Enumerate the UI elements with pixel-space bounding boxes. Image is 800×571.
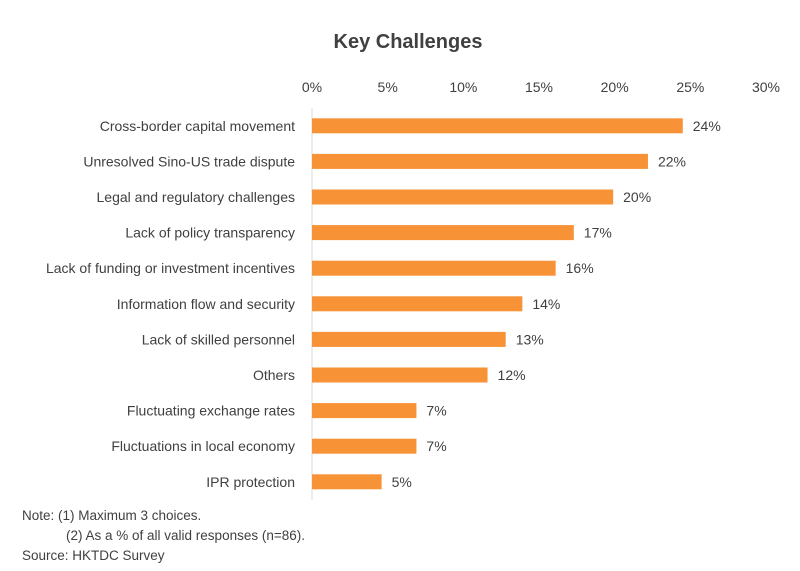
category-label: Fluctuating exchange rates: [127, 403, 295, 419]
bar-chart: Key Challenges 0% 5% 10% 15% 20% 25% 30% Cross…: [46, 31, 780, 500]
category-label: Unresolved Sino-US trade dispute: [83, 153, 295, 169]
data-label: 12%: [498, 367, 526, 383]
x-axis: 0% 5% 10% 15% 20% 25% 30%: [302, 79, 780, 95]
chart-notes: Note: (1) Maximum 3 choices. (2) As a % …: [22, 506, 305, 566]
x-tick-label: 20%: [601, 79, 629, 95]
x-tick-label: 15%: [525, 79, 553, 95]
category-label: Others: [253, 367, 295, 383]
bar: [312, 403, 417, 419]
category-label: Lack of policy transparency: [125, 225, 295, 241]
note-line-1: Note: (1) Maximum 3 choices.: [22, 508, 202, 523]
source-line: Source: HKTDC Survey: [22, 548, 165, 563]
note-line-2: (2) As a % of all valid responses (n=86)…: [66, 528, 305, 543]
bar: [312, 189, 614, 205]
data-label: 16%: [566, 260, 594, 276]
data-label: 13%: [516, 331, 544, 347]
bar: [312, 260, 556, 276]
category-label: Fluctuations in local economy: [111, 438, 295, 454]
data-label: 7%: [426, 438, 446, 454]
data-labels: 24% 22% 20% 17% 16% 14% 13% 12% 7% 7% 5%: [392, 118, 721, 490]
data-label: 14%: [532, 296, 560, 312]
category-label: IPR protection: [206, 474, 295, 490]
category-label: Lack of skilled personnel: [142, 331, 295, 347]
category-labels: Cross-border capital movement Unresolved …: [46, 118, 295, 490]
x-tick-label: 25%: [676, 79, 704, 95]
data-label: 22%: [658, 153, 686, 169]
x-tick-label: 10%: [449, 79, 477, 95]
category-label: Lack of funding or investment incentives: [46, 260, 295, 276]
data-label: 24%: [693, 118, 721, 134]
bar: [312, 331, 506, 347]
bars-group: [312, 118, 683, 490]
data-label: 7%: [426, 403, 446, 419]
x-tick-label: 5%: [378, 79, 398, 95]
bar: [312, 118, 683, 134]
chart-title: Key Challenges: [334, 31, 483, 53]
bar: [312, 367, 488, 383]
data-label: 5%: [392, 474, 412, 490]
bar: [312, 225, 574, 241]
bar: [312, 153, 648, 169]
x-tick-label: 30%: [752, 79, 780, 95]
data-label: 17%: [584, 225, 612, 241]
bar: [312, 438, 417, 454]
category-label: Legal and regulatory challenges: [97, 189, 295, 205]
x-tick-label: 0%: [302, 79, 322, 95]
bar: [312, 474, 382, 490]
category-label: Cross-border capital movement: [100, 118, 295, 134]
bar: [312, 296, 523, 312]
data-label: 20%: [623, 189, 651, 205]
category-label: Information flow and security: [117, 296, 295, 312]
